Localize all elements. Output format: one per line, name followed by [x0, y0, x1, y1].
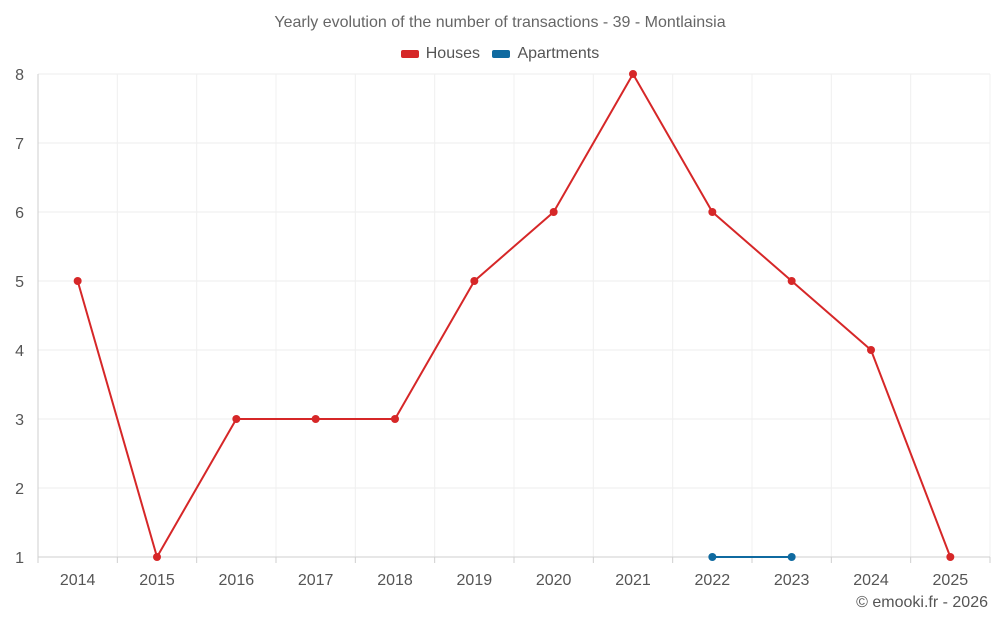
- data-point-houses-2018: [391, 415, 399, 423]
- data-point-houses-2022: [708, 208, 717, 216]
- data-point-houses-2015: [153, 553, 161, 561]
- x-tick-label-2023: 2023: [774, 572, 810, 589]
- data-point-apartments-2023: [787, 553, 796, 561]
- x-tick-label-2017: 2017: [298, 572, 334, 589]
- series-line-houses: [76, 73, 952, 558]
- legend-item-houses[interactable]: Houses: [400, 45, 480, 63]
- data-point-houses-2017: [311, 415, 320, 423]
- y-tick-label-4: 4: [15, 343, 24, 360]
- y-tick-label-3: 3: [15, 412, 24, 429]
- legend-label-apartments: Apartments: [517, 45, 600, 62]
- data-point-houses-2019: [470, 277, 479, 285]
- legend-label-houses: Houses: [425, 45, 480, 62]
- x-tick-label-2014: 2014: [60, 572, 96, 589]
- y-tick-label-6: 6: [15, 205, 24, 222]
- x-tick-label-2021: 2021: [615, 572, 651, 589]
- legend-swatch-apartments: [492, 50, 511, 58]
- y-tick-label-5: 5: [15, 274, 24, 291]
- legend-item-apartments[interactable]: Apartments: [492, 45, 599, 63]
- x-tick-label-2020: 2020: [536, 572, 572, 589]
- data-point-houses-2025: [946, 553, 955, 561]
- x-tick-label-2018: 2018: [377, 572, 413, 589]
- data-point-houses-2020: [549, 208, 558, 216]
- y-tick-label-2: 2: [15, 481, 24, 498]
- x-tick-label-2024: 2024: [853, 572, 889, 589]
- x-tick-label-2022: 2022: [695, 572, 731, 589]
- x-tick-label-2025: 2025: [933, 572, 969, 589]
- data-point-houses-2016: [232, 415, 241, 423]
- data-point-houses-2024: [867, 346, 875, 354]
- legend-swatch-houses: [400, 50, 419, 58]
- x-tick-label-2016: 2016: [219, 572, 255, 589]
- y-tick-label-8: 8: [15, 67, 24, 84]
- legend: Houses Apartments: [0, 45, 1000, 63]
- x-tick-label-2015: 2015: [139, 572, 175, 589]
- x-tick-label-2019: 2019: [457, 572, 493, 589]
- data-point-apartments-2022: [708, 553, 717, 561]
- copyright-credit: © emooki.fr - 2026: [856, 594, 988, 611]
- y-tick-label-7: 7: [15, 136, 24, 153]
- data-point-houses-2023: [787, 277, 796, 285]
- data-point-houses-2014: [73, 277, 82, 285]
- data-point-houses-2021: [629, 70, 637, 78]
- y-tick-label-1: 1: [15, 550, 24, 567]
- chart-title: Yearly evolution of the number of transa…: [274, 14, 726, 31]
